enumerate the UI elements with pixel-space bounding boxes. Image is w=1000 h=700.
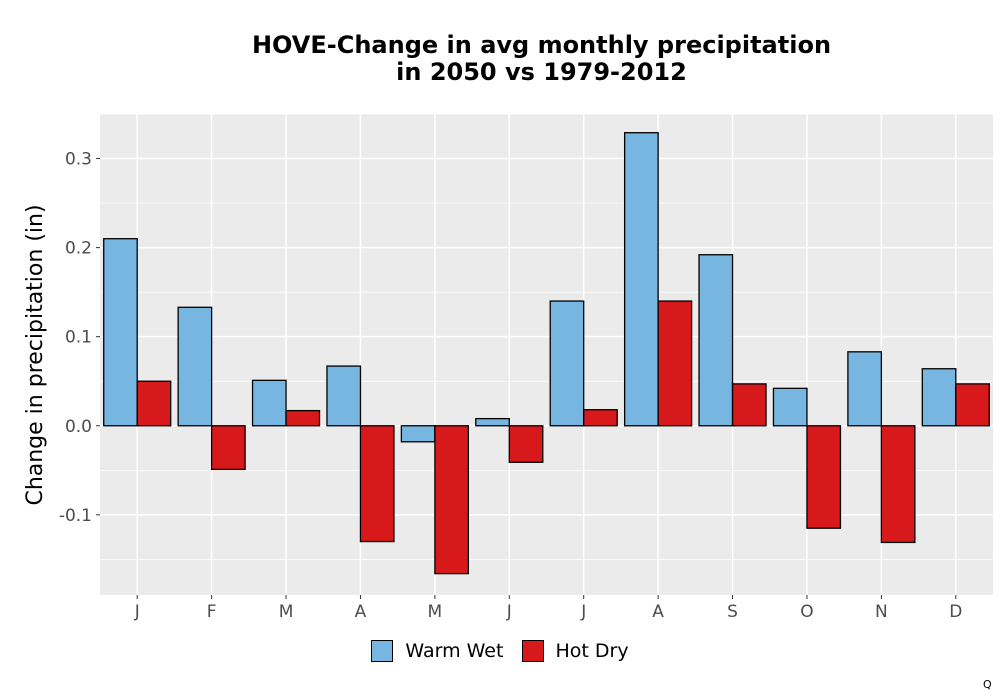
bar-warm-wet-9	[772, 387, 808, 427]
chart-title-line-1: HOVE-Change in avg monthly precipitation	[251, 31, 832, 59]
bar-hot-dry-4	[434, 425, 470, 575]
bar-hot-dry-5	[508, 425, 544, 463]
y-tick-label: -0.1	[59, 506, 92, 526]
corner-mark: Q	[983, 678, 992, 691]
bar-hot-dry-2	[285, 409, 321, 427]
legend-label-warm-wet: Warm Wet	[405, 640, 504, 662]
x-tick-label: A	[355, 602, 367, 622]
bar-hot-dry-9	[806, 425, 842, 529]
bar-warm-wet-3	[326, 365, 362, 427]
legend: Warm Wet Hot Dry	[0, 640, 1000, 670]
y-tick-label: 0.2	[65, 239, 92, 259]
bar-warm-wet-5	[475, 417, 510, 427]
bar-warm-wet-4	[400, 425, 436, 443]
bar-hot-dry-8	[731, 383, 767, 427]
chart-title-line-2: in 2050 vs 1979-2012	[396, 58, 687, 86]
bar-warm-wet-2	[251, 379, 287, 427]
chart-title: HOVE-Change in avg monthly precipitation…	[100, 32, 983, 86]
legend-swatch-hot-dry	[521, 640, 544, 662]
bar-warm-wet-11	[921, 368, 957, 427]
x-tick-label: S	[727, 602, 738, 622]
bar-hot-dry-3	[359, 425, 395, 543]
x-tick-label: M	[279, 602, 294, 622]
y-tick-label: 0.3	[65, 150, 92, 170]
bar-hot-dry-11	[955, 383, 990, 427]
x-tick-label: F	[207, 602, 217, 622]
y-tick-label: 0.0	[65, 417, 92, 437]
bars	[103, 132, 990, 575]
legend-swatch-warm-wet	[371, 640, 394, 662]
bar-warm-wet-10	[847, 351, 883, 427]
bar-hot-dry-6	[583, 409, 618, 427]
x-tick-label: J	[506, 602, 512, 622]
x-tick-label: M	[428, 602, 443, 622]
bar-hot-dry-10	[880, 425, 916, 544]
bar-warm-wet-1	[177, 306, 213, 427]
bar-warm-wet-8	[698, 254, 734, 427]
bar-hot-dry-0	[136, 380, 172, 427]
bar-hot-dry-7	[657, 300, 693, 427]
bar-hot-dry-1	[210, 425, 246, 471]
legend-label-hot-dry: Hot Dry	[555, 640, 629, 662]
y-axis-ticks: 0.3 0.2 0.1 0.0 -0.1	[59, 150, 100, 526]
x-tick-label: N	[875, 602, 888, 622]
bar-warm-wet-6	[549, 300, 585, 427]
bar-warm-wet-0	[103, 238, 138, 427]
x-tick-label: O	[800, 602, 813, 622]
x-tick-label: J	[134, 602, 140, 622]
y-axis-title: Change in precipitation (in)	[23, 204, 48, 505]
x-tick-label: A	[652, 602, 664, 622]
x-tick-label: J	[580, 602, 586, 622]
legend-item-hot-dry: Hot Dry	[521, 640, 629, 662]
x-tick-label: D	[949, 602, 962, 622]
bar-warm-wet-7	[623, 132, 659, 427]
y-tick-label: 0.1	[65, 328, 92, 348]
legend-item-warm-wet: Warm Wet	[371, 640, 503, 662]
